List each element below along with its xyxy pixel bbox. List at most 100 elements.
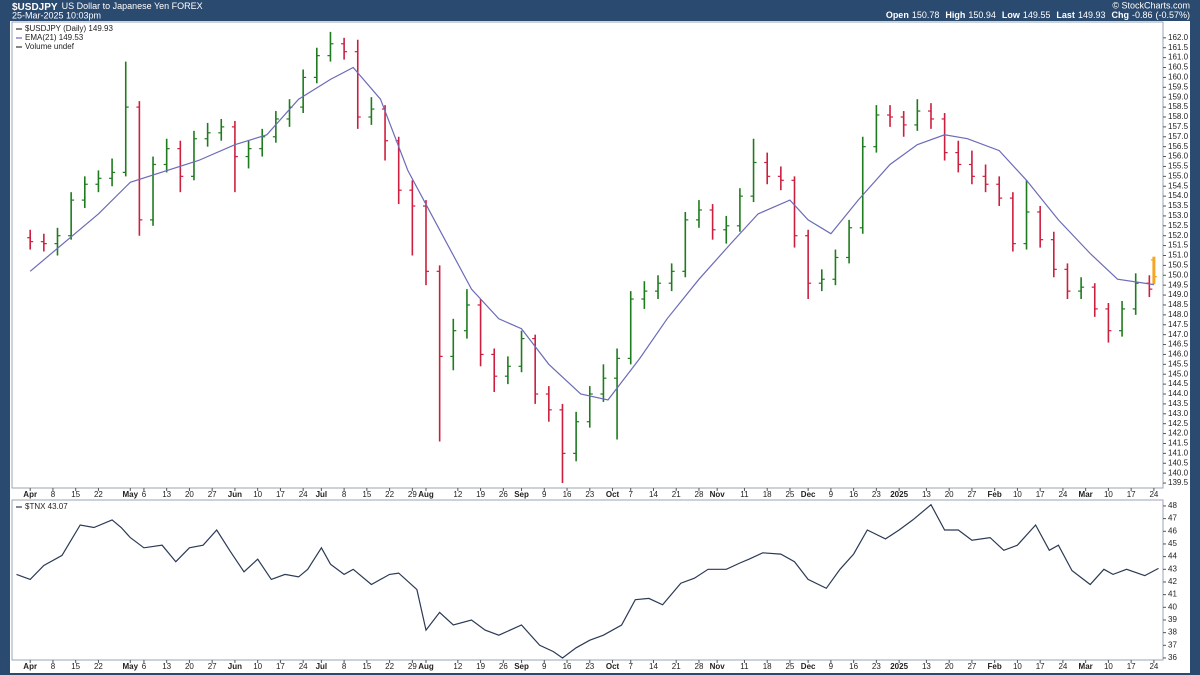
x-tick-label: 17: [276, 662, 285, 671]
y-tick-label: 39: [1168, 615, 1177, 624]
y-tick-label: 143.5: [1168, 399, 1189, 408]
description: US Dollar to Japanese Yen FOREX: [62, 1, 203, 11]
panel: [11, 499, 1164, 661]
x-tick-label: 7: [628, 490, 633, 499]
x-tick-label: 29: [408, 662, 417, 671]
x-tick-label: 24: [1058, 662, 1067, 671]
x-tick-label: Mar: [1079, 662, 1093, 671]
x-tick-label: Jun: [228, 662, 242, 671]
y-tick-label: 147.0: [1168, 330, 1189, 339]
x-tick-label: Mar: [1079, 490, 1093, 499]
x-tick-label: 22: [385, 490, 394, 499]
x-tick-label: 24: [299, 490, 308, 499]
x-tick-label: 13: [922, 662, 931, 671]
quote-value: -0.86: [1132, 10, 1153, 20]
x-tick-label: 15: [71, 662, 80, 671]
quote-label: Last: [1056, 10, 1075, 20]
y-tick-label: 156.5: [1168, 142, 1189, 151]
x-tick-label: 23: [585, 662, 594, 671]
x-tick-label: 21: [672, 662, 681, 671]
x-tick-label: 26: [499, 490, 508, 499]
x-tick-label: 15: [362, 490, 371, 499]
quote-value: 149.55: [1023, 10, 1051, 20]
y-tick-label: 141.0: [1168, 448, 1189, 457]
x-tick-label: 12: [453, 662, 462, 671]
x-tick-label: 22: [385, 662, 394, 671]
y-tick-label: 143.0: [1168, 409, 1189, 418]
quote-label: High: [945, 10, 965, 20]
x-tick-label: 23: [585, 490, 594, 499]
y-tick-label: 162.0: [1168, 33, 1189, 42]
x-tick-label: 6: [142, 662, 147, 671]
quote-value: 149.93: [1078, 10, 1106, 20]
x-tick-label: 24: [299, 662, 308, 671]
x-tick-label: 22: [94, 662, 103, 671]
x-tick-label: 17: [1036, 490, 1045, 499]
x-tick-label: 26: [499, 662, 508, 671]
y-tick-label: 48: [1168, 501, 1177, 510]
y-tick-label: 151.5: [1168, 241, 1189, 250]
x-tick-label: 16: [849, 490, 858, 499]
x-tick-label: 20: [185, 490, 194, 499]
y-tick-label: 40: [1168, 602, 1177, 611]
y-tick-label: 152.5: [1168, 221, 1189, 230]
legend-label: Volume undef: [25, 42, 75, 51]
x-tick-label: Oct: [606, 662, 620, 671]
y-tick-label: 158.0: [1168, 112, 1189, 121]
x-tick-label: Jun: [228, 490, 242, 499]
x-tick-label: Aug: [418, 490, 434, 499]
legend-label: $USDJPY (Daily) 149.93: [25, 24, 113, 33]
x-tick-label: 23: [872, 662, 881, 671]
y-tick-label: 160.0: [1168, 73, 1189, 82]
y-tick-label: 142.5: [1168, 419, 1189, 428]
x-tick-label: 15: [362, 662, 371, 671]
y-tick-label: 150.0: [1168, 270, 1189, 279]
x-tick-label: 9: [542, 662, 547, 671]
x-tick-label: Nov: [710, 662, 726, 671]
x-tick-label: 18: [763, 662, 772, 671]
x-tick-label: 13: [162, 490, 171, 499]
x-tick-label: 28: [695, 662, 704, 671]
quote-value: 150.94: [968, 10, 996, 20]
symbol: $USDJPY: [12, 2, 58, 13]
y-tick-label: 148.5: [1168, 300, 1189, 309]
y-tick-label: 145.5: [1168, 359, 1189, 368]
x-tick-label: 10: [1013, 662, 1022, 671]
x-tick-label: Jul: [316, 490, 328, 499]
x-tick-label: 23: [872, 490, 881, 499]
x-tick-label: Apr: [23, 662, 37, 671]
line: [16, 503, 1159, 659]
x-tick-label: Sep: [514, 490, 529, 499]
x-tick-label: 16: [563, 662, 572, 671]
x-tick-label: May: [123, 662, 139, 671]
y-tick-label: 155.0: [1168, 171, 1189, 180]
x-tick-label: 20: [945, 490, 954, 499]
x-tick-label: 18: [763, 490, 772, 499]
x-tick-label: 10: [1104, 662, 1113, 671]
y-tick-label: 159.0: [1168, 92, 1189, 101]
x-tick-label: 9: [542, 490, 547, 499]
x-tick-label: 13: [162, 662, 171, 671]
x-tick-label: Apr: [23, 490, 37, 499]
x-tick-label: Feb: [988, 662, 1002, 671]
date: 25-Mar-2025 10:03pm: [12, 10, 101, 20]
quote-value: 150.78: [912, 10, 940, 20]
x-tick-label: Nov: [710, 490, 726, 499]
x-tick-label: 17: [1127, 662, 1136, 671]
y-tick-label: 159.5: [1168, 82, 1189, 91]
y-tick-label: 160.5: [1168, 63, 1189, 72]
x-tick-label: 7: [628, 662, 633, 671]
y-tick-label: 144.0: [1168, 389, 1189, 398]
x-tick-label: 27: [208, 662, 217, 671]
y-tick-label: 139.5: [1168, 478, 1189, 487]
x-tick-label: 20: [185, 662, 194, 671]
y-tick-label: 142.0: [1168, 429, 1189, 438]
y-tick-label: 140.5: [1168, 458, 1189, 467]
x-tick-label: 8: [342, 662, 347, 671]
x-tick-label: 28: [695, 490, 704, 499]
x-tick-label: Sep: [514, 662, 529, 671]
x-tick-label: 27: [967, 662, 976, 671]
y-tick-label: 42: [1168, 577, 1177, 586]
quote-label: Open: [886, 10, 909, 20]
x-tick-label: 20: [945, 662, 954, 671]
